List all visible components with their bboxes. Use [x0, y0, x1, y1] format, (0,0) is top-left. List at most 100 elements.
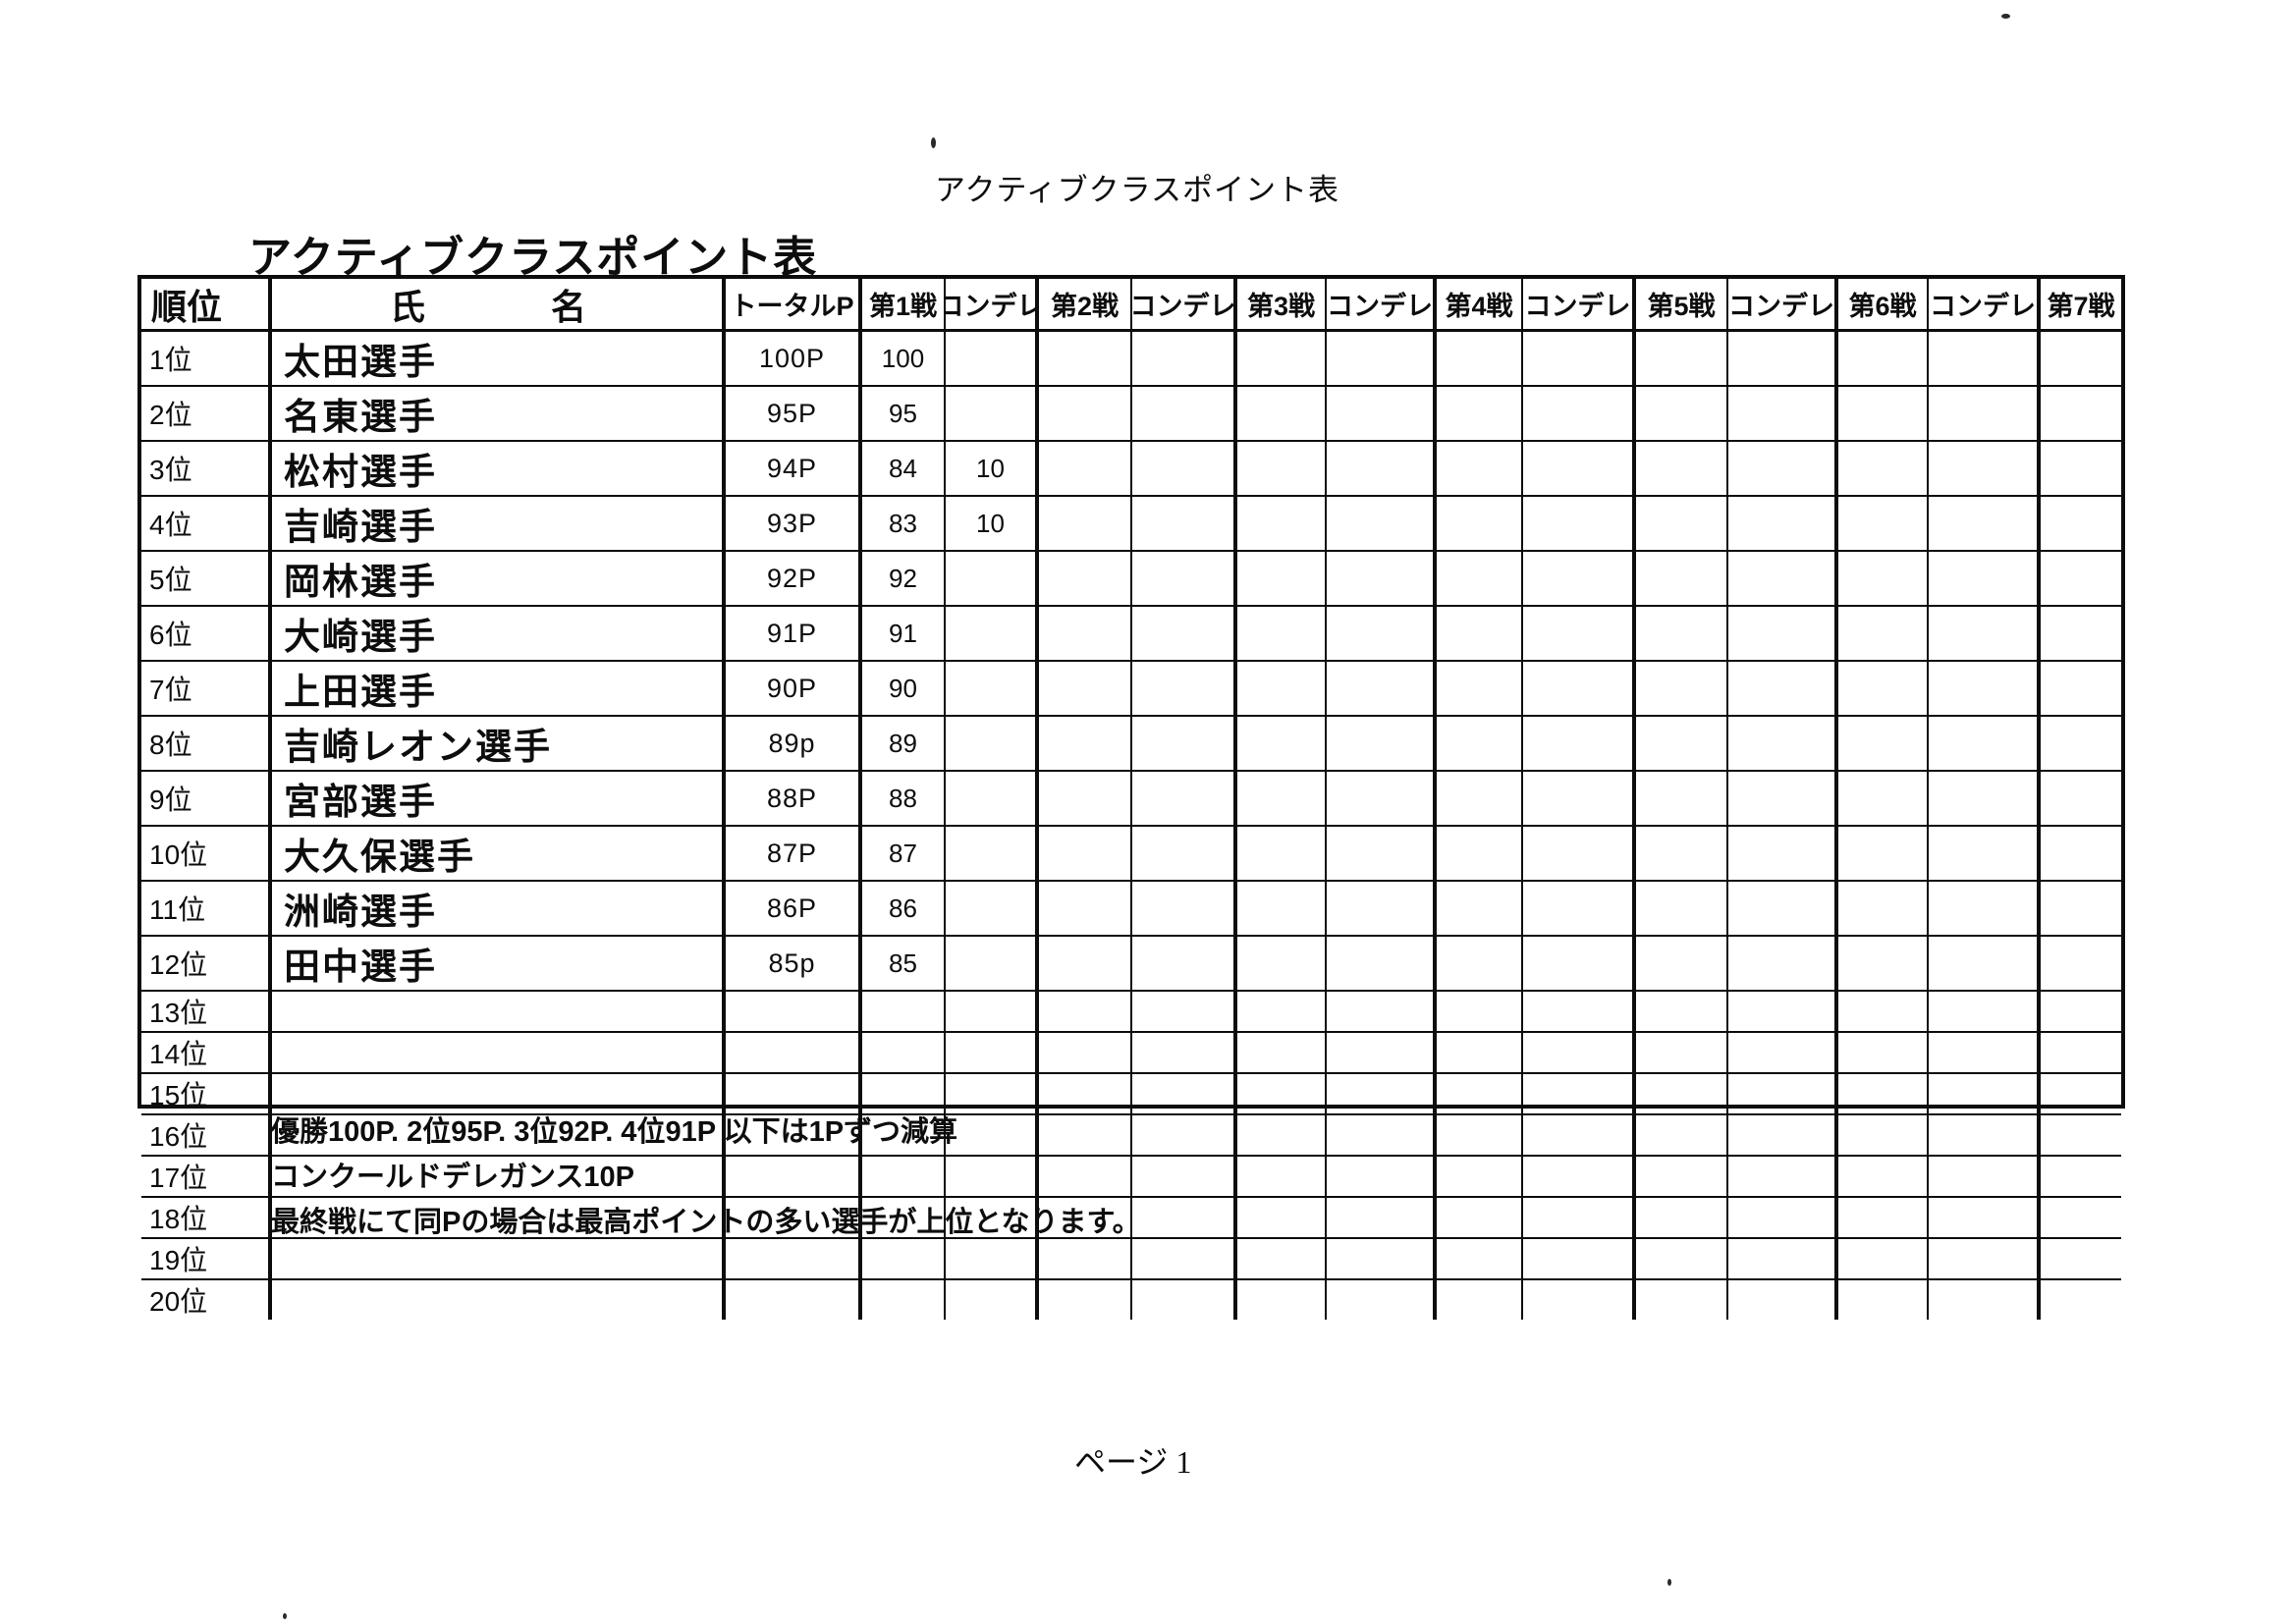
- condele-points-cell: [1726, 1115, 1834, 1155]
- condele-points-cell: [944, 662, 1035, 715]
- round-points-cell: [1433, 882, 1521, 935]
- table-row: 14位: [141, 1033, 2121, 1074]
- condele-points-cell: [1521, 937, 1632, 990]
- condele-points-cell: [944, 332, 1035, 385]
- condele-points-cell: [1130, 1198, 1233, 1237]
- round-points-cell: [858, 1280, 944, 1320]
- total-points-cell: [722, 1280, 858, 1320]
- header-condele: コンデレ: [1521, 279, 1632, 329]
- round-points-cell: [1834, 1239, 1927, 1278]
- name-cell: [268, 1074, 722, 1113]
- rank-cell: 19位: [149, 1245, 208, 1275]
- name-cell: 太田選手: [268, 332, 722, 385]
- condele-points-cell: [1521, 1033, 1632, 1072]
- round-points-cell: [1233, 1198, 1325, 1237]
- condele-points-cell: [1521, 717, 1632, 770]
- condele-points-cell: [1726, 442, 1834, 495]
- round-points-cell: 87: [858, 827, 944, 880]
- round-points-cell: [1632, 662, 1726, 715]
- round-points-cell: [1834, 332, 1927, 385]
- condele-points-cell: [944, 1239, 1035, 1278]
- round-points-cell: [1233, 332, 1325, 385]
- condele-points-cell: [1521, 1198, 1632, 1237]
- rank-cell: 15位: [149, 1080, 208, 1110]
- condele-points-cell: [1521, 662, 1632, 715]
- total-points-cell: [722, 1198, 858, 1237]
- condele-points-cell: [944, 552, 1035, 605]
- condele-points-cell: [1521, 992, 1632, 1031]
- condele-points-cell: [944, 882, 1035, 935]
- round-points-cell: [2037, 772, 2121, 825]
- condele-points-cell: [1130, 332, 1233, 385]
- condele-points-cell: [1130, 1239, 1233, 1278]
- round-points-cell: [1632, 1115, 1726, 1155]
- table-header-row: 順位氏名トータルP第1戦コンデレ第2戦コンデレ第3戦コンデレ第4戦コンデレ第5戦…: [141, 279, 2121, 332]
- round-points-cell: [1233, 442, 1325, 495]
- condele-points-cell: [1325, 1074, 1433, 1113]
- condele-points-cell: [1325, 497, 1433, 550]
- condele-points-cell: [1130, 1033, 1233, 1072]
- condele-points-cell: [1130, 827, 1233, 880]
- round-points-cell: 92: [858, 552, 944, 605]
- condele-points-cell: [1325, 1033, 1433, 1072]
- rank-cell: 14位: [149, 1039, 208, 1069]
- round-points-cell: [1433, 607, 1521, 660]
- condele-points-cell: [1325, 442, 1433, 495]
- round-points-cell: [1632, 992, 1726, 1031]
- table-row: 19位: [141, 1239, 2121, 1280]
- round-points-cell: [1233, 607, 1325, 660]
- round-points-cell: [1433, 992, 1521, 1031]
- round-points-cell: [2037, 662, 2121, 715]
- round-points-cell: 86: [858, 882, 944, 935]
- condele-points-cell: [1325, 387, 1433, 440]
- round-points-cell: [1834, 937, 1927, 990]
- condele-points-cell: [1325, 827, 1433, 880]
- rank-cell: 4位: [149, 510, 192, 540]
- round-points-cell: [1632, 1157, 1726, 1196]
- name-cell: 大崎選手: [268, 607, 722, 660]
- condele-points-cell: [1130, 717, 1233, 770]
- condele-points-cell: [1325, 1239, 1433, 1278]
- table-row: 1位 太田選手 100P 100: [141, 332, 2121, 387]
- total-points-cell: 87P: [722, 827, 858, 880]
- condele-points-cell: [1726, 1033, 1834, 1072]
- round-points-cell: [1233, 1074, 1325, 1113]
- round-points-cell: [1834, 387, 1927, 440]
- round-points-cell: [2037, 607, 2121, 660]
- condele-points-cell: [1927, 827, 2037, 880]
- footnote-scoring: 優勝100P. 2位95P. 3位92P. 4位91P 以下は1Pずつ減算: [271, 1116, 958, 1148]
- condele-points-cell: [1130, 497, 1233, 550]
- condele-points-cell: [1521, 1157, 1632, 1196]
- round-points-cell: [1433, 497, 1521, 550]
- condele-points-cell: [1521, 1280, 1632, 1320]
- condele-points-cell: [1325, 662, 1433, 715]
- round-points-cell: [1834, 772, 1927, 825]
- header-condele: コンデレ: [1130, 279, 1233, 329]
- condele-points-cell: [1130, 1115, 1233, 1155]
- rank-cell: 8位: [149, 730, 192, 760]
- round-points-cell: [1233, 552, 1325, 605]
- table-row: 7位 上田選手 90P 90: [141, 662, 2121, 717]
- condele-points-cell: [1130, 1074, 1233, 1113]
- round-points-cell: [1233, 1280, 1325, 1320]
- round-points-cell: [1433, 1074, 1521, 1113]
- rank-cell: 2位: [149, 400, 192, 430]
- condele-points-cell: [1521, 387, 1632, 440]
- round-points-cell: [1233, 717, 1325, 770]
- round-points-cell: [1834, 552, 1927, 605]
- condele-points-cell: [1927, 552, 2037, 605]
- condele-points-cell: [1130, 442, 1233, 495]
- scan-speck: [931, 137, 936, 148]
- round-points-cell: [2037, 1157, 2121, 1196]
- header-round: 第6戦: [1834, 279, 1927, 329]
- round-points-cell: [1433, 1115, 1521, 1155]
- round-points-cell: [858, 1074, 944, 1113]
- header-condele: コンデレ: [1927, 279, 2037, 329]
- rank-cell: 6位: [149, 620, 192, 650]
- footnote-condele: コンクールドデレガンス10P: [271, 1162, 635, 1193]
- round-points-cell: [1233, 497, 1325, 550]
- round-points-cell: [1632, 607, 1726, 660]
- round-points-cell: [1632, 1074, 1726, 1113]
- header-condele: コンデレ: [1325, 279, 1433, 329]
- round-points-cell: [1035, 552, 1130, 605]
